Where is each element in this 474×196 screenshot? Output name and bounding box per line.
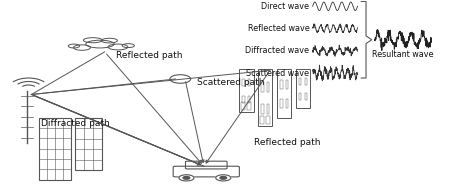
Bar [267,104,269,114]
Circle shape [179,175,194,181]
Circle shape [216,175,231,181]
Bar [258,69,273,125]
Bar [305,93,307,100]
Bar [299,78,301,85]
Bar [280,99,283,108]
Bar [286,80,288,89]
Ellipse shape [68,44,80,48]
Bar [242,96,245,103]
Bar [248,79,250,86]
Bar [305,78,307,85]
Ellipse shape [122,44,135,48]
Bar [241,102,246,110]
Bar [247,102,251,110]
Text: Diffracted wave: Diffracted wave [246,46,310,55]
Ellipse shape [83,38,102,43]
Text: Reflected path: Reflected path [117,51,183,60]
Text: Scattered path: Scattered path [197,78,264,87]
Ellipse shape [86,40,114,48]
Bar [260,116,264,123]
Circle shape [220,177,227,179]
Circle shape [183,177,190,179]
Bar [239,69,254,112]
Bar [267,82,269,92]
Bar [286,99,288,108]
Bar [280,80,283,89]
Bar [266,116,270,123]
Text: Reflected path: Reflected path [254,138,320,147]
Bar [38,118,71,180]
Ellipse shape [108,44,128,50]
Text: Diffracted path: Diffracted path [41,119,109,128]
Text: Direct wave: Direct wave [261,2,310,11]
Text: Resultant wave: Resultant wave [372,50,434,59]
Ellipse shape [101,38,118,43]
Bar [277,69,292,118]
Bar [242,79,245,86]
Text: Scattered wave: Scattered wave [246,69,310,78]
Bar [296,69,310,108]
Bar [261,82,264,92]
Text: Reflected wave: Reflected wave [247,24,310,33]
Ellipse shape [73,45,91,50]
Bar [299,93,301,100]
Bar [261,104,264,114]
Bar [75,118,102,170]
Bar [248,96,250,103]
